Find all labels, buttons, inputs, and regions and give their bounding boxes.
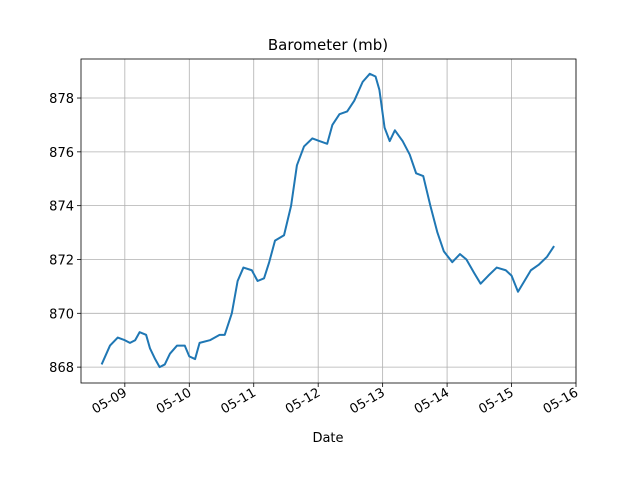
x-axis-label: Date xyxy=(312,431,343,446)
y-tick-label: 872 xyxy=(49,253,74,268)
data-line xyxy=(100,72,555,369)
x-tick-label: 05-13 xyxy=(347,385,387,417)
x-tick-label: 05-16 xyxy=(541,385,581,417)
y-tick-label: 868 xyxy=(49,361,74,376)
x-tick-label: 05-09 xyxy=(90,385,130,417)
y-tick-label: 870 xyxy=(49,307,74,322)
y-tick-label: 874 xyxy=(49,200,74,215)
x-tick-label: 05-12 xyxy=(283,385,323,417)
plot-frame xyxy=(80,58,577,384)
x-tick-label: 05-11 xyxy=(219,385,259,417)
x-tick-label: 05-14 xyxy=(412,385,452,417)
x-tick-label: 05-10 xyxy=(154,385,194,417)
chart-title: Barometer (mb) xyxy=(268,36,388,54)
y-tick-label: 878 xyxy=(49,92,74,107)
x-tick-label: 05-15 xyxy=(476,385,516,417)
y-tick-label: 876 xyxy=(49,146,74,161)
